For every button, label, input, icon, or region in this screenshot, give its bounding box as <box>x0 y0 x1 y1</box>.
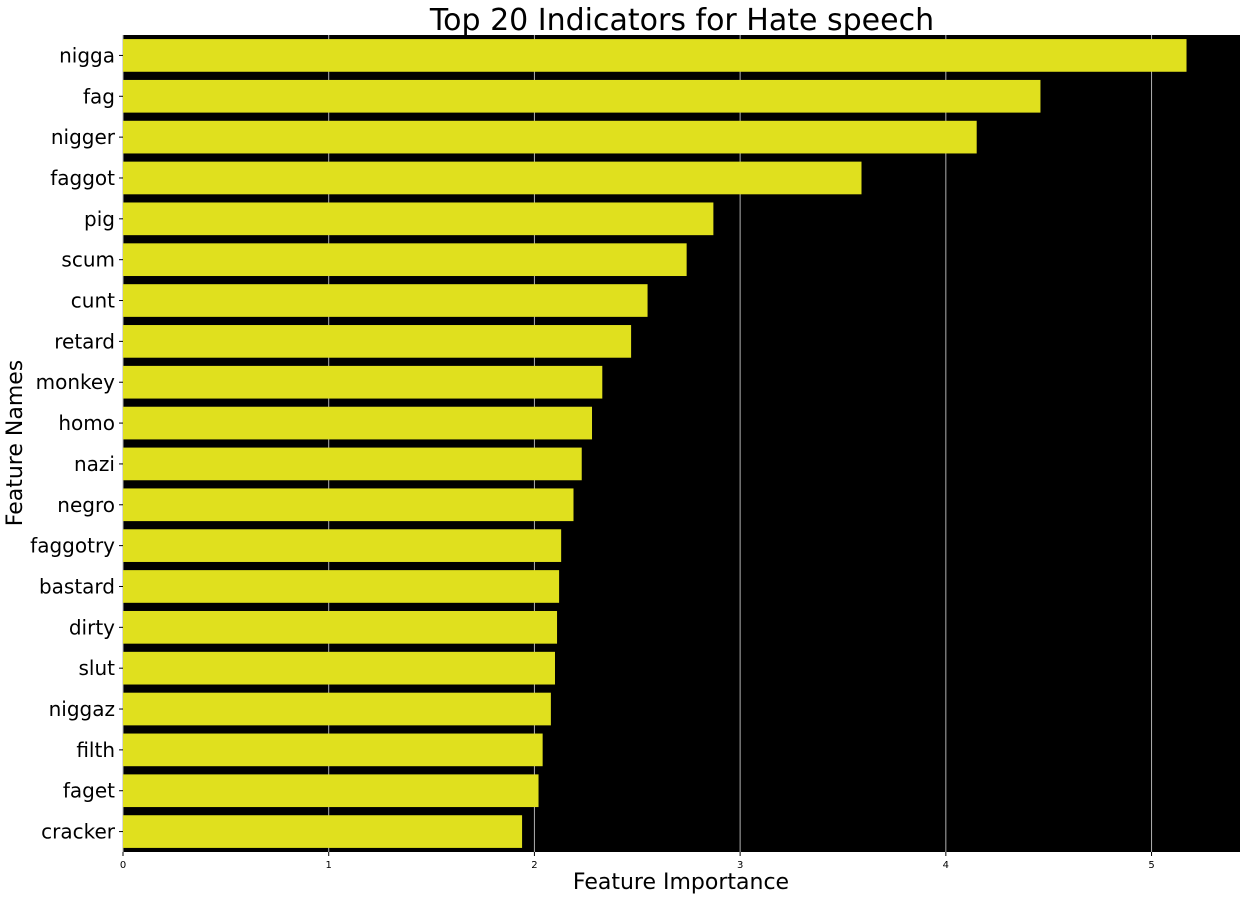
bar-faget <box>123 774 539 808</box>
x-tick-label: 4 <box>943 860 949 871</box>
bar-filth <box>123 733 543 767</box>
y-tick-label: bastard <box>39 574 115 598</box>
bar-faggot <box>123 161 862 195</box>
y-tick-label: filth <box>76 738 115 762</box>
bars <box>123 39 1187 848</box>
x-tick-label: 0 <box>120 860 126 871</box>
bar-nigga <box>123 39 1187 72</box>
bar-niggaz <box>123 692 551 726</box>
bar-bastard <box>123 570 560 603</box>
y-tick-label: homo <box>58 411 115 435</box>
plot-area <box>123 35 1240 852</box>
bar-dirty <box>123 610 558 644</box>
y-tick-label: cunt <box>71 289 115 313</box>
x-tick-label: 1 <box>326 860 332 871</box>
y-tick-label: faget <box>63 779 115 803</box>
x-tick-labels: 0 1 2 3 4 5 <box>120 852 1155 871</box>
y-tick-label: faggotry <box>30 534 115 558</box>
bar-slut <box>123 651 555 685</box>
y-tick-label: niggaz <box>49 697 115 721</box>
y-tick-label: pig <box>84 207 115 231</box>
y-tick-label: fag <box>83 84 115 108</box>
x-axis-label: Feature Importance <box>573 870 789 895</box>
x-tick-label: 3 <box>737 860 743 871</box>
y-tick-label: nigger <box>51 125 116 149</box>
y-tick-label: dirty <box>69 615 115 639</box>
bar-negro <box>123 488 574 522</box>
x-tick-label: 5 <box>1148 860 1154 871</box>
bar-retard <box>123 325 632 358</box>
y-tick-label: monkey <box>36 370 116 394</box>
bar-pig <box>123 202 714 236</box>
bar-homo <box>123 406 593 440</box>
y-tick-label: nazi <box>74 452 115 476</box>
bar-scum <box>123 243 687 277</box>
bar-nigger <box>123 120 977 154</box>
y-tick-label: retard <box>54 329 115 353</box>
y-tick-label: slut <box>79 656 116 680</box>
bar-fag <box>123 79 1041 113</box>
bar-faggotry <box>123 529 562 562</box>
y-tick-label: negro <box>57 493 115 517</box>
x-tick-label: 2 <box>531 860 537 871</box>
y-tick-label: nigga <box>59 43 115 67</box>
y-tick-label: scum <box>61 248 115 272</box>
y-tick-label: faggot <box>50 166 115 190</box>
y-axis-label: Feature Names <box>3 360 28 527</box>
y-tick-labels: nigga fag nigger faggot pig scum cunt retard mon… <box>30 43 123 844</box>
bar-monkey <box>123 365 603 399</box>
bar-cracker <box>123 815 523 848</box>
bar-nazi <box>123 447 582 481</box>
chart-title: Top 20 Indicators for Hate speech <box>429 3 934 38</box>
y-tick-label: cracker <box>41 820 116 844</box>
bar-cunt <box>123 284 648 317</box>
